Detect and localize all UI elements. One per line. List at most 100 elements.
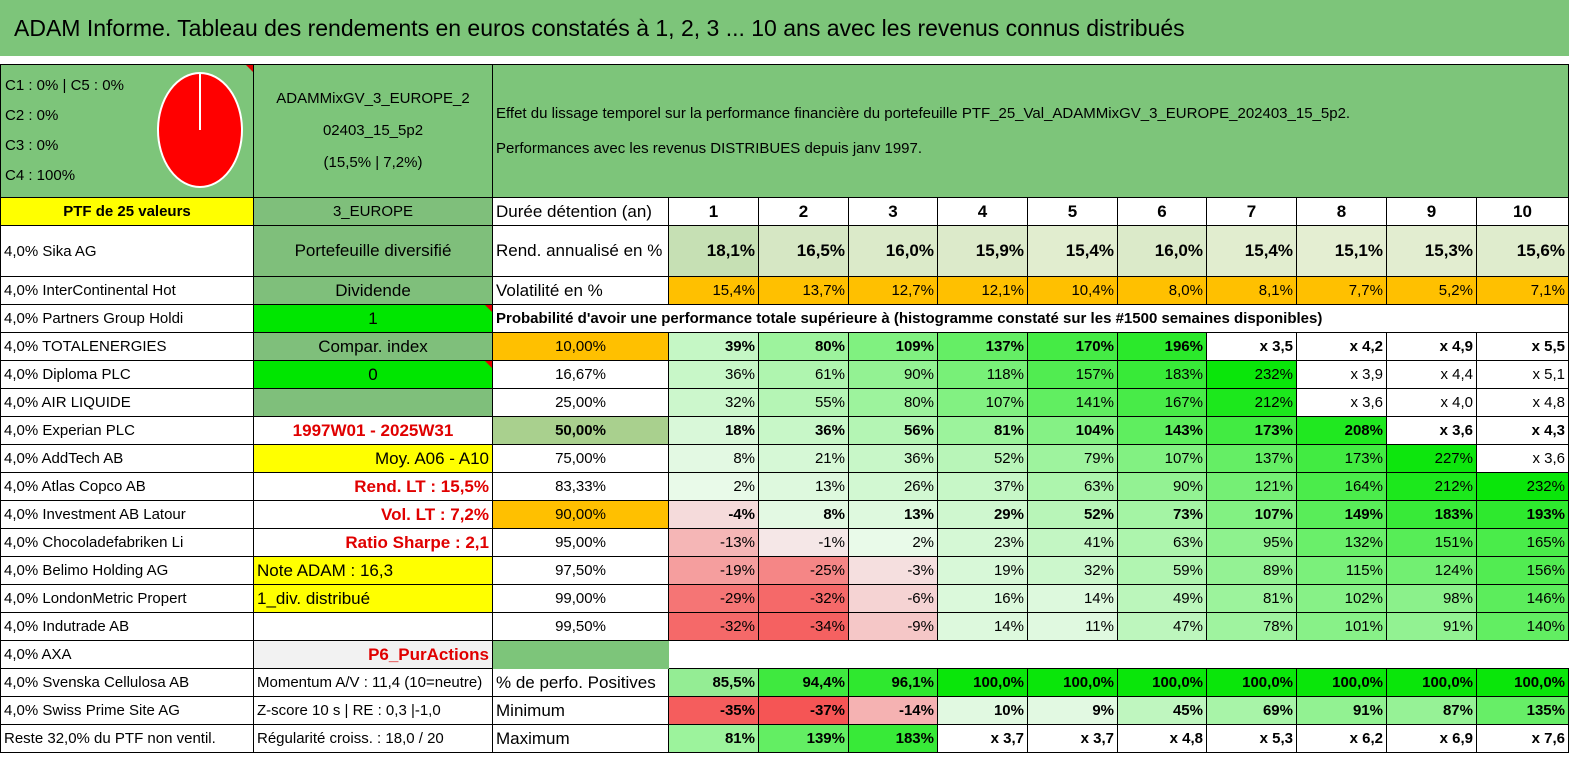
rend-value: 15,6% [1476, 225, 1569, 277]
probability-value: 232% [1476, 472, 1569, 501]
vol-label: Volatilité en % [492, 276, 669, 305]
probability-threshold: 16,67% [492, 360, 669, 389]
probability-value: 156% [1476, 556, 1569, 585]
blank-area [668, 640, 1569, 669]
positive-value: 85,5% [668, 668, 759, 697]
probability-value: 61% [758, 360, 849, 389]
probability-value: 79% [1027, 444, 1118, 473]
maximum-value: x 6,2 [1296, 724, 1387, 753]
probability-value: 90% [1117, 472, 1207, 501]
regularity-label: Régularité croiss. : 18,0 / 20 [253, 724, 493, 753]
probability-value: 143% [1117, 416, 1207, 445]
probability-value: x 4,8 [1476, 388, 1569, 417]
minimum-value: 91% [1296, 696, 1387, 725]
probability-value: x 3,5 [1206, 332, 1297, 361]
performance-table: C1 : 0% | C5 : 0% C2 : 0% C3 : 0% C4 : 1… [0, 64, 1569, 753]
probability-value: 183% [1117, 360, 1207, 389]
probability-threshold: 75,00% [492, 444, 669, 473]
probability-value: 52% [1027, 500, 1118, 529]
year-header: 9 [1386, 197, 1477, 226]
probability-value: 2% [668, 472, 759, 501]
minimum-value: 9% [1027, 696, 1118, 725]
probability-value: 196% [1117, 332, 1207, 361]
year-header: 10 [1476, 197, 1569, 226]
side-period: 1997W01 - 2025W31 [253, 416, 493, 445]
probability-value: 173% [1206, 416, 1297, 445]
probability-value: -29% [668, 584, 759, 613]
probability-value: 8% [758, 500, 849, 529]
probability-value: 78% [1206, 612, 1297, 641]
probability-value: 63% [1027, 472, 1118, 501]
year-header: 5 [1027, 197, 1118, 226]
probability-value: 23% [937, 528, 1028, 557]
probability-value: 49% [1117, 584, 1207, 613]
holding-row: 4,0% Atlas Copco AB [0, 472, 254, 501]
momentum-label: Momentum A/V : 11,4 (10=neutre) [253, 668, 493, 697]
probability-value: 36% [848, 444, 938, 473]
portfolio-description: Effet du lissage temporel sur la perform… [492, 64, 1569, 198]
rend-value: 16,5% [758, 225, 849, 277]
positive-value: 100,0% [937, 668, 1028, 697]
probability-value: x 4,0 [1386, 388, 1477, 417]
portfolio-stats: (15,5% | 7,2%) [323, 154, 423, 171]
holding-row: 4,0% Svenska Cellulosa AB [0, 668, 254, 697]
maximum-value: x 4,8 [1117, 724, 1207, 753]
minimum-value: 87% [1386, 696, 1477, 725]
minimum-value: 135% [1476, 696, 1569, 725]
probability-value: 141% [1027, 388, 1118, 417]
rend-value: 16,0% [848, 225, 938, 277]
probability-value: x 4,3 [1476, 416, 1569, 445]
rend-label: Rend. annualisé en % [492, 225, 669, 277]
positive-value: 100,0% [1476, 668, 1569, 697]
probability-threshold: 99,00% [492, 584, 669, 613]
probability-value: 102% [1296, 584, 1387, 613]
probability-value: 137% [1206, 444, 1297, 473]
maximum-value: 139% [758, 724, 849, 753]
probability-value: 8% [668, 444, 759, 473]
probability-value: -25% [758, 556, 849, 585]
vol-value: 15,4% [668, 276, 759, 305]
side-div: 1_div. distribué [253, 584, 493, 613]
probability-value: 107% [937, 388, 1028, 417]
holding-row: 4,0% Partners Group Holdi [0, 304, 254, 333]
side-sharpe: Ratio Sharpe : 2,1 [253, 528, 493, 557]
positive-value: 100,0% [1027, 668, 1118, 697]
probability-value: 13% [848, 500, 938, 529]
probability-value: 32% [668, 388, 759, 417]
probability-value: 109% [848, 332, 938, 361]
minimum-value: -37% [758, 696, 849, 725]
side-vol-lt: Vol. LT : 7,2% [253, 500, 493, 529]
probability-value: 63% [1117, 528, 1207, 557]
class-c3: C3 : 0% [5, 137, 59, 154]
rend-value: 15,4% [1206, 225, 1297, 277]
class-c1-c5: C1 : 0% | C5 : 0% [5, 77, 124, 94]
probability-value: 32% [1027, 556, 1118, 585]
probability-threshold: 90,00% [492, 500, 669, 529]
probability-value: 55% [758, 388, 849, 417]
side-rend-lt: Rend. LT : 15,5% [253, 472, 493, 501]
side-moy: Moy. A06 - A10 [253, 444, 493, 473]
probability-value: -9% [848, 612, 938, 641]
year-header: 8 [1296, 197, 1387, 226]
probability-value: 36% [668, 360, 759, 389]
rend-value: 15,9% [937, 225, 1028, 277]
zone-label: 3_EUROPE [253, 197, 493, 226]
probability-value: 98% [1386, 584, 1477, 613]
probability-threshold: 83,33% [492, 472, 669, 501]
holding-row: 4,0% Experian PLC [0, 416, 254, 445]
probability-value: 11% [1027, 612, 1118, 641]
probability-value: 16% [937, 584, 1028, 613]
vol-value: 7,7% [1296, 276, 1387, 305]
vol-value: 13,7% [758, 276, 849, 305]
dividend-flag: 1 [253, 304, 493, 333]
probability-value: x 4,2 [1296, 332, 1387, 361]
probability-value: 101% [1296, 612, 1387, 641]
probability-value: x 4,4 [1386, 360, 1477, 389]
holding-row: Reste 32,0% du PTF non ventil. [0, 724, 254, 753]
year-header: 6 [1117, 197, 1207, 226]
probability-threshold: 97,50% [492, 556, 669, 585]
maximum-value: x 7,6 [1476, 724, 1569, 753]
probability-threshold: 95,00% [492, 528, 669, 557]
positive-label: % de perfo. Positives [492, 668, 669, 697]
